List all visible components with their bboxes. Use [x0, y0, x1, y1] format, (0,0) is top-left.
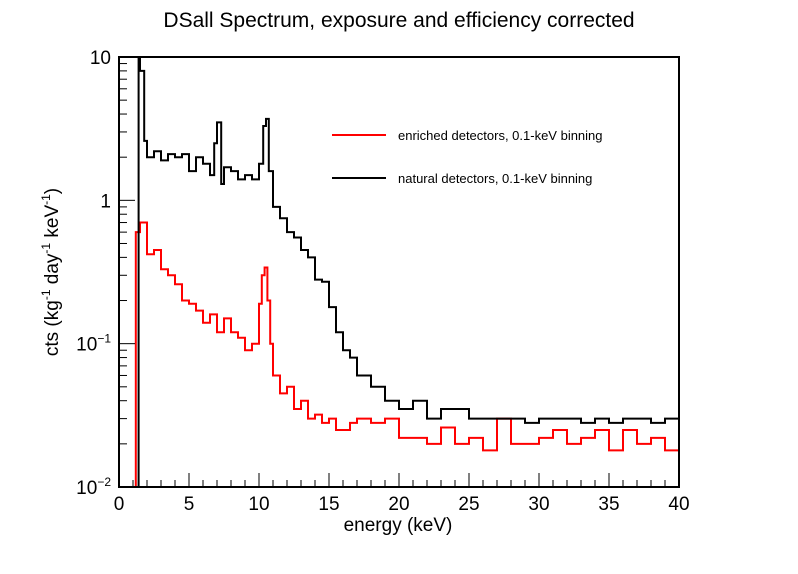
legend: enriched detectors, 0.1-keV binning natu…: [332, 128, 603, 186]
x-tick-label: 5: [184, 494, 195, 515]
x-tick-label: 25: [458, 494, 479, 515]
y-axis-title-exponent-1: -1: [39, 289, 53, 300]
x-axis-ticks: 0 5 10 15 20 25 30 35 40: [114, 473, 690, 515]
legend-label-natural: natural detectors, 0.1-keV binning: [398, 171, 592, 186]
x-tick-label: 10: [248, 494, 269, 515]
x-tick-label: 0: [114, 494, 125, 515]
y-axis-title-part-3: keV: [42, 205, 63, 243]
x-tick-label: 35: [598, 494, 619, 515]
x-tick-label: 20: [388, 494, 409, 515]
y-axis-ticks: 10 1 10−1 10−2: [76, 48, 135, 499]
y-axis-title-part-1: cts (kg: [42, 300, 63, 356]
legend-label-enriched: enriched detectors, 0.1-keV binning: [398, 128, 603, 143]
plot-traces: [133, 56, 680, 488]
y-tick-label: 10−2: [76, 475, 111, 499]
y-axis-title-exponent-2: -1: [39, 243, 53, 254]
x-tick-label: 40: [668, 494, 689, 515]
y-axis-title-exponent-3: -1: [39, 194, 53, 205]
x-tick-label: 15: [318, 494, 339, 515]
y-tick-label: 1: [100, 191, 111, 212]
y-axis-title-part-4: ): [42, 188, 63, 194]
y-axis-title-part-2: day: [42, 253, 63, 289]
y-axis-title: cts (kg-1 day-1 keV-1): [39, 188, 63, 356]
y-tick-label: 10: [90, 48, 111, 69]
x-tick-label: 30: [528, 494, 549, 515]
series-line-natural: [133, 56, 679, 488]
series-line-enriched: [133, 221, 680, 488]
y-tick-label: 10−1: [76, 332, 111, 356]
x-axis-title: energy (keV): [344, 515, 453, 536]
chart-title: DSall Spectrum, exposure and efficiency …: [163, 9, 634, 32]
